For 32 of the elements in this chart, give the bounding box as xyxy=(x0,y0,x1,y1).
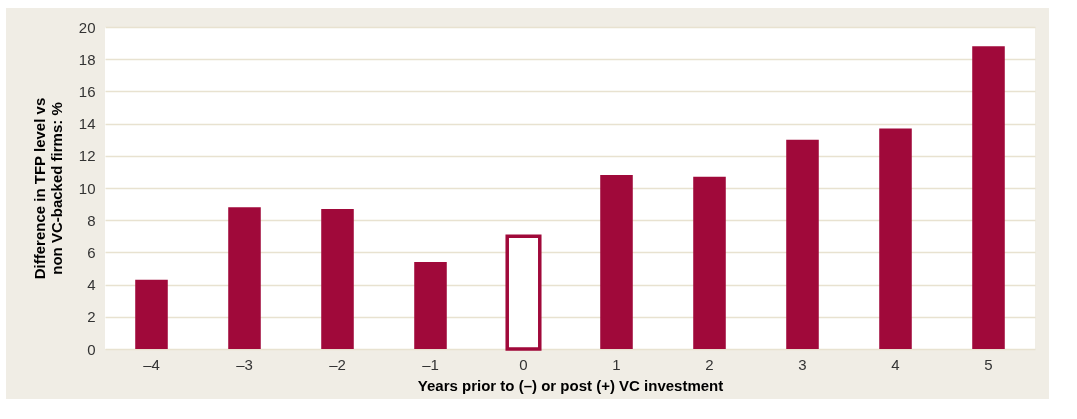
x-tick-label: –4 xyxy=(143,355,160,373)
x-tick-label: –1 xyxy=(422,355,439,373)
y-tick-label: 14 xyxy=(78,115,96,133)
x-tick-label: 2 xyxy=(705,355,714,373)
y-tick-label: 10 xyxy=(78,179,96,197)
x-tick-label: –2 xyxy=(329,355,346,373)
bar xyxy=(135,279,168,349)
bar xyxy=(786,139,819,349)
bar xyxy=(228,207,261,349)
x-tick-label: 3 xyxy=(798,355,807,373)
x-tick-label: –3 xyxy=(236,355,253,373)
bar xyxy=(600,175,633,349)
x-tick-label: 5 xyxy=(984,355,993,373)
bar xyxy=(693,176,726,349)
x-tick-label: 0 xyxy=(519,355,528,373)
y-tick-label: 0 xyxy=(87,340,96,358)
y-tick-label: 18 xyxy=(78,50,96,68)
x-tick-label: 1 xyxy=(612,355,621,373)
y-axis-title: Difference in TFP level vs non VC-backed firms: % xyxy=(30,97,65,280)
y-tick-label: 20 xyxy=(78,18,96,36)
x-tick-label: 4 xyxy=(891,355,900,373)
y-tick-label: 6 xyxy=(87,243,96,261)
bar xyxy=(321,208,354,349)
bar xyxy=(972,46,1005,349)
y-tick-label: 16 xyxy=(78,82,96,100)
bar xyxy=(414,262,447,349)
y-tick-label: 4 xyxy=(87,276,96,294)
y-tick-label: 12 xyxy=(78,147,96,165)
x-axis-title: Years prior to (–) or post (+) VC investment xyxy=(417,376,724,394)
y-tick-label: 2 xyxy=(87,308,96,326)
bar xyxy=(879,128,912,349)
y-tick-label: 8 xyxy=(87,211,96,229)
